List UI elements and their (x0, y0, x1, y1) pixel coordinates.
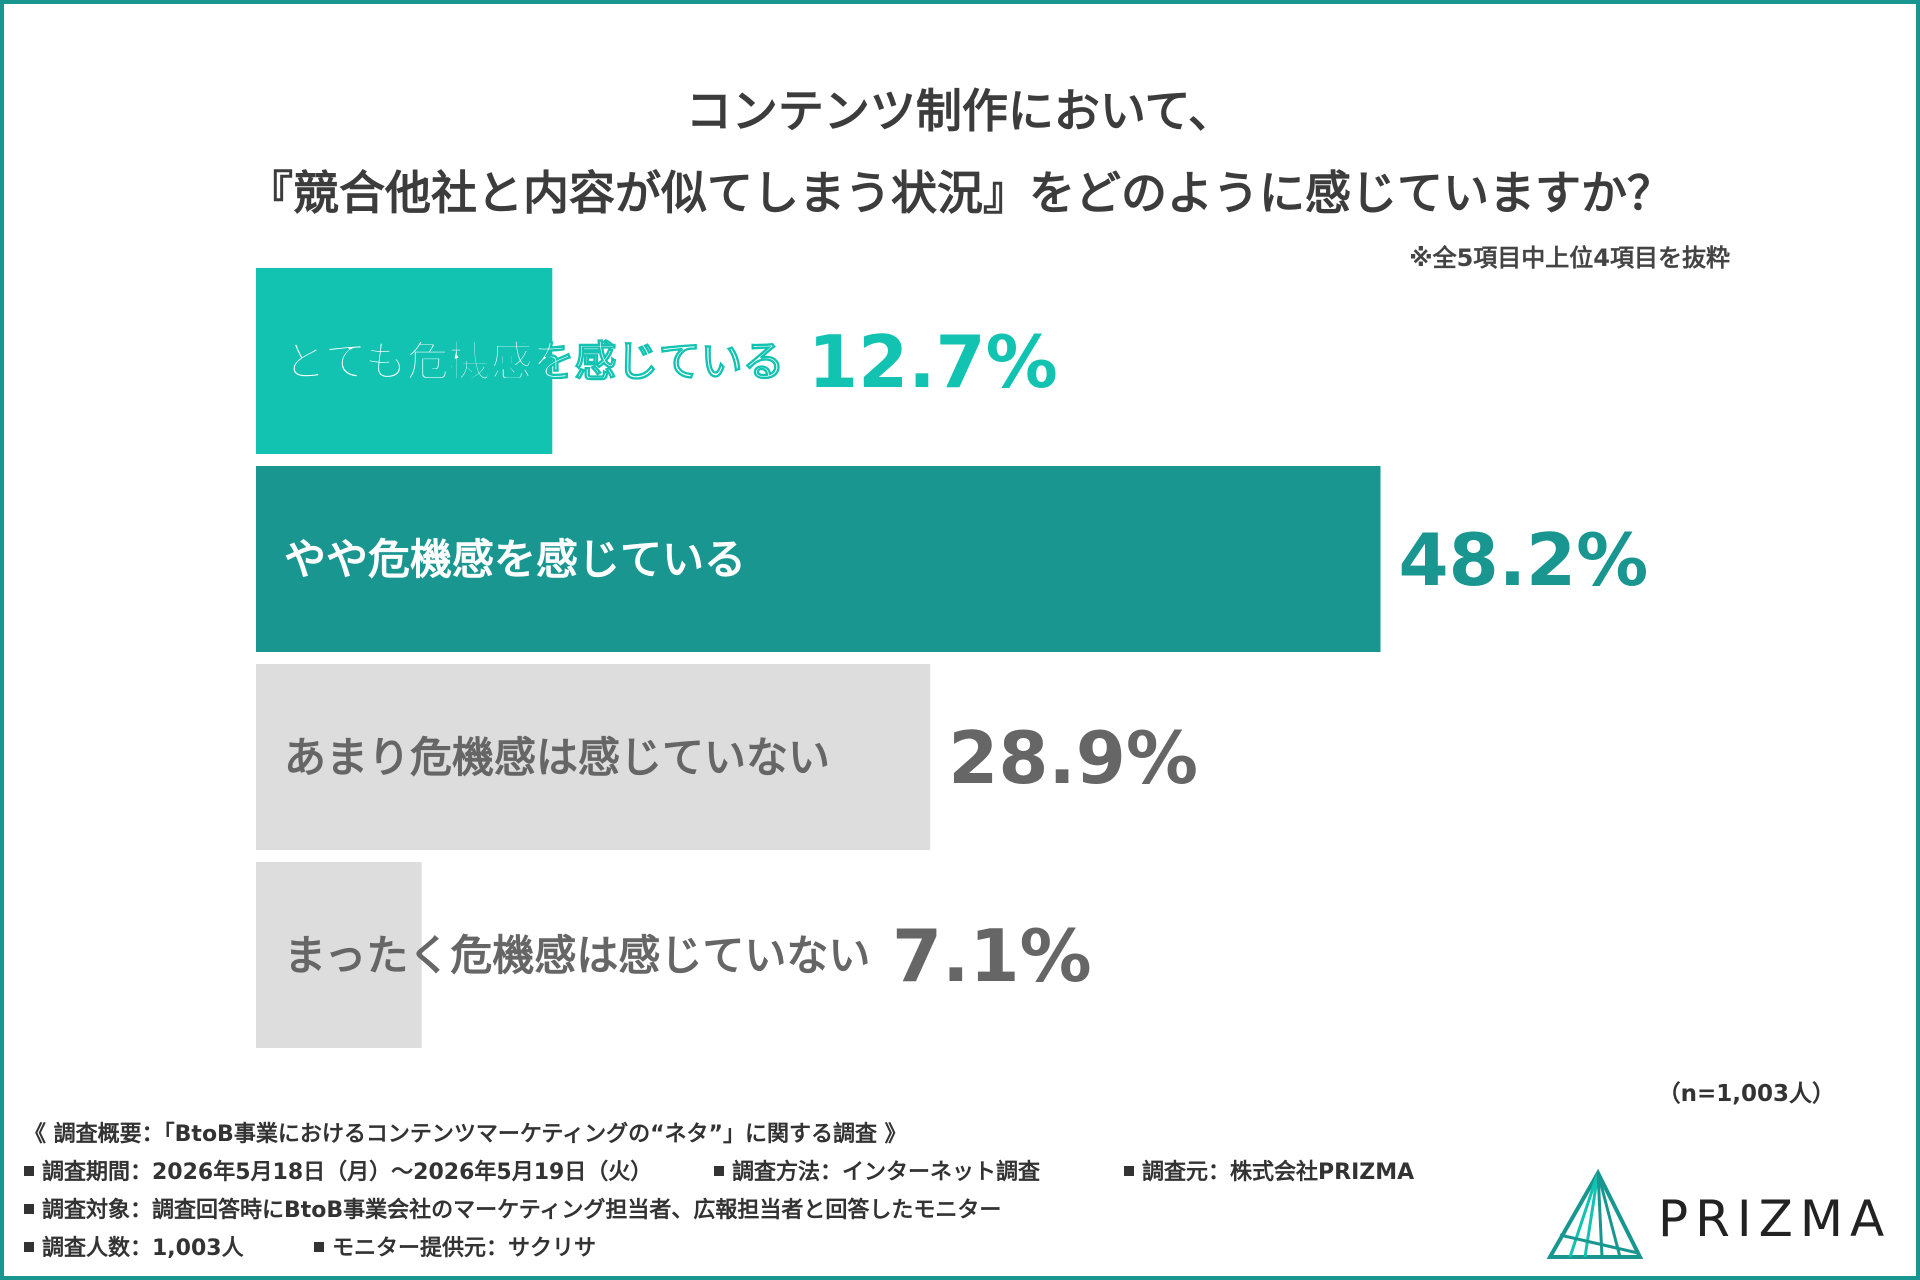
survey-count: 調査人数：1,003人 (42, 1236, 244, 1261)
value-label: 28.9% (948, 716, 1198, 800)
bar (256, 466, 1381, 652)
category-label: まったく危機感は感じていない (284, 931, 870, 980)
title-line-2: 『競合他社と内容が似てしまう状況』をどのように感じていますか？ (247, 166, 1673, 220)
bar-group: やや危機感を感じている 48.2% (256, 466, 1648, 652)
prizma-logo-icon (1546, 1168, 1644, 1259)
survey-target: 調査対象：調査回答時にBtoB事業会社のマーケティング担当者、広報担当者と回答し… (42, 1198, 1002, 1223)
survey-period: 調査期間：2026年5月18日（月）～2026年5月19日（火） (42, 1160, 653, 1185)
survey-method: 調査方法：インターネット調査 (732, 1160, 1041, 1185)
bar (256, 268, 553, 454)
bar-group: まったく危機感は感じていない 7.1% (256, 862, 1092, 1048)
category-label: やや危機感を感じている (284, 535, 746, 584)
value-label: 7.1% (892, 914, 1092, 998)
prizma-logo-text: PRIZMA (1658, 1190, 1892, 1248)
value-label: 12.7% (808, 320, 1058, 404)
category-label: あまり危機感は感じていない (284, 733, 830, 782)
category-label: とても危機感を感じている (284, 337, 785, 386)
bar (256, 862, 422, 1048)
sample-size: （n=1,003人） (1657, 1081, 1835, 1107)
bar-chart: とても危機感を感じている 12.7% やや危機感を感じている 48.2% あまり危機感は… (256, 268, 1648, 1048)
survey-source: 調査元：株式会社PRIZMA (1142, 1160, 1415, 1185)
chart-title: コンテンツ制作において、 『競合他社と内容が似てしまう状況』をどのように感じてい… (0, 70, 1920, 234)
bar-group: とても危機感を感じている 12.7% (256, 268, 1058, 454)
title-line-1: コンテンツ制作において、 (685, 84, 1235, 138)
excerpt-note: ※全5項目中上位4項目を抜粋 (1409, 244, 1730, 272)
survey-provider: モニター提供元：サクリサ (332, 1236, 597, 1261)
value-label: 48.2% (1399, 518, 1649, 602)
bar (256, 664, 931, 850)
survey-overview: 《 調査概要：「BtoB事業におけるコンテンツマーケティングの“ネタ”」に関する… (24, 1122, 907, 1147)
bar-group: あまり危機感は感じていない 28.9% (256, 664, 1198, 850)
